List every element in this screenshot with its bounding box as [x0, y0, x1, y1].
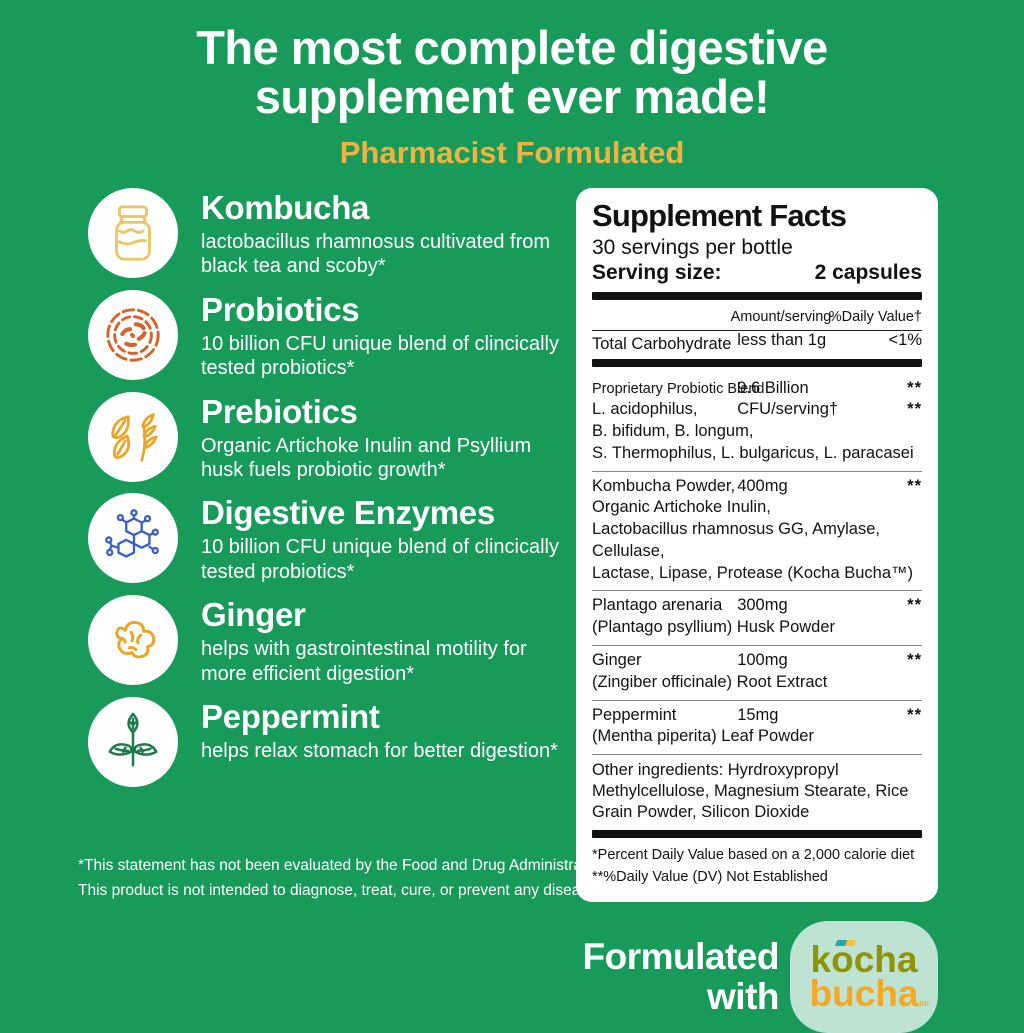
serving-size-label: Serving size:	[592, 260, 722, 284]
facts-row-kombucha-powder: Kombucha Powder, 400mg ** Organic Artichok…	[592, 470, 922, 591]
kocha-bucha-logo: kocha bucha tm	[790, 920, 938, 1033]
supplement-facts-panel: Supplement Facts 30 servings per bottle …	[576, 188, 938, 902]
title-line-2: supplement ever made!	[254, 69, 770, 123]
ingredient-name: Digestive Enzymes	[201, 494, 495, 532]
logo-bucha-text: bucha	[809, 972, 919, 1014]
disclaimer-line1: *This statement has not been evaluated b…	[78, 856, 612, 874]
row-line: L. acidophilus,	[592, 400, 698, 419]
row-dv: **	[907, 650, 922, 669]
facts-row-plantago: Plantago arenaria 300mg ** (Plantago psyll…	[592, 590, 922, 645]
row-line: (Plantago psyllium) Husk Powder	[592, 618, 836, 637]
peppermint-leaves-icon	[88, 696, 178, 787]
kombucha-jar-icon	[88, 188, 178, 278]
serving-size-value: 2 capsules	[814, 260, 922, 284]
title-line-1: The most complete digestive	[196, 21, 828, 74]
fda-disclaimer: *This statement has not been evaluated b…	[78, 853, 611, 904]
probiotics-petri-dish-icon	[88, 289, 178, 380]
ingredient-digestive-enzymes: Digestive Enzymes 10 billion CFU unique …	[88, 493, 576, 584]
carb-amount: less than 1g	[737, 330, 827, 349]
row-line: Lactobacillus rhamnosus GG, Amylase, Cel…	[592, 520, 880, 560]
disclaimer-line2: This product is not intended to diagnose…	[78, 882, 602, 900]
row-amount: CFU/serving†	[737, 400, 839, 419]
row-name: Proprietary Probiotic Blend	[592, 380, 765, 397]
facts-column-headers: Amount/serving %Daily Value†	[592, 309, 922, 328]
divider-bar	[592, 830, 922, 839]
hairline	[592, 329, 922, 331]
row-dv: **	[907, 400, 922, 419]
row-line: Lactase, Lipase, Protease (Kocha Bucha™)	[592, 563, 914, 582]
row-amount: 400mg	[737, 476, 788, 495]
formulated-line2: with	[707, 975, 779, 1017]
other-ingredients: Other ingredients: Hyrdroxypropyl Methyl…	[592, 754, 922, 830]
row-line: S. Thermophilus, L. bulgaricus, L. parac…	[592, 443, 914, 462]
ingredient-name: Probiotics	[201, 290, 360, 328]
row-name: Plantago arenaria	[592, 596, 723, 615]
ingredient-name: Prebiotics	[201, 392, 358, 430]
ingredient-desc: 10 billion CFU unique blend of clincical…	[201, 332, 559, 380]
formulated-with-section: Formulated with kocha bucha tm	[576, 920, 938, 1033]
content: Kombucha lactobacillus rhamnosus cultiva…	[88, 188, 938, 1033]
row-amount: 15mg	[737, 705, 779, 724]
facts-row-ginger: Ginger 100mg ** (Zingiber officinale) Root…	[592, 644, 922, 700]
col-amount: Amount/serving	[730, 308, 832, 325]
row-name: Ginger	[592, 650, 642, 669]
ginger-root-icon	[88, 595, 178, 686]
ingredient-desc: lactobacillus rhamnosus cultivated from …	[201, 231, 551, 278]
logo-kocha-text: kocha	[810, 938, 918, 980]
col-daily-value: %Daily Value†	[828, 308, 922, 325]
row-dv: **	[907, 596, 922, 615]
ingredient-name: Ginger	[201, 596, 306, 634]
ingredient-peppermint: Peppermint helps relax stomach for bette…	[88, 696, 576, 787]
ingredient-probiotics: Probiotics 10 billion CFU unique blend o…	[88, 289, 576, 381]
ingredient-prebiotics: Prebiotics Organic Artichoke Inulin and …	[88, 391, 576, 483]
ingredient-desc: Organic Artichoke Inulin and Psyllium hu…	[201, 434, 532, 481]
carbohydrate-row: Total Carbohydrate less than 1g <1%	[592, 331, 922, 359]
row-dv: **	[907, 705, 922, 724]
formulated-line1: Formulated	[582, 935, 780, 977]
facts-row-peppermint: Peppermint 15mg ** (Mentha piperita) Leaf …	[592, 699, 922, 755]
row-name: Peppermint	[592, 705, 677, 724]
row-dv: **	[907, 476, 922, 495]
ingredient-name: Kombucha	[201, 189, 370, 226]
row-line: (Mentha piperita) Leaf Powder	[592, 727, 814, 746]
enzymes-molecule-icon	[88, 493, 178, 584]
prebiotics-leaves-icon	[88, 391, 178, 482]
ingredient-name: Peppermint	[201, 697, 380, 735]
row-amount: 300mg	[737, 596, 788, 615]
ingredient-kombucha: Kombucha lactobacillus rhamnosus cultiva…	[88, 188, 576, 279]
row-dv: **	[907, 378, 922, 397]
servings-per-bottle: 30 servings per bottle	[592, 235, 793, 259]
carb-name: Total Carbohydrate	[592, 334, 732, 353]
ingredients-list: Kombucha lactobacillus rhamnosus cultiva…	[88, 188, 576, 1033]
page-title: The most complete digestive supplement e…	[0, 21, 1024, 123]
ingredient-desc: helps with gastrointestinal motility for…	[201, 638, 527, 685]
row-line: B. bifidum, B. longum,	[592, 422, 754, 441]
right-column: Supplement Facts 30 servings per bottle …	[576, 188, 938, 1033]
facts-rows: Proprietary Probiotic Blend 9.6 Billion **…	[592, 374, 922, 754]
footnote-percent-dv: *Percent Daily Value based on a 2,000 ca…	[592, 847, 915, 864]
row-amount: 100mg	[737, 650, 788, 669]
ingredient-desc: 10 billion CFU unique blend of clincical…	[201, 536, 559, 583]
row-line: (Zingiber officinale) Root Extract	[592, 672, 828, 691]
row-line: Organic Artichoke Inulin,	[592, 498, 771, 517]
kocha-accent-icon	[834, 939, 856, 946]
row-name: Kombucha Powder,	[592, 476, 736, 495]
subtitle: Pharmacist Formulated	[339, 134, 685, 170]
facts-title: Supplement Facts	[592, 198, 847, 233]
divider-bar	[592, 358, 922, 367]
trademark-mark: tm	[919, 998, 929, 1008]
header: The most complete digestive supplement e…	[0, 0, 1024, 171]
footnote-dv-not-established: **%Daily Value (DV) Not Established	[592, 869, 828, 886]
ingredient-desc: helps relax stomach for better digestion…	[201, 739, 558, 762]
ingredient-ginger: Ginger helps with gastrointestinal motil…	[88, 595, 576, 686]
carb-dv: <1%	[888, 330, 922, 349]
facts-row-probiotic-blend: Proprietary Probiotic Blend 9.6 Billion **…	[592, 374, 922, 471]
divider-bar	[592, 291, 922, 300]
row-amount: 9.6 Billion	[737, 378, 809, 397]
